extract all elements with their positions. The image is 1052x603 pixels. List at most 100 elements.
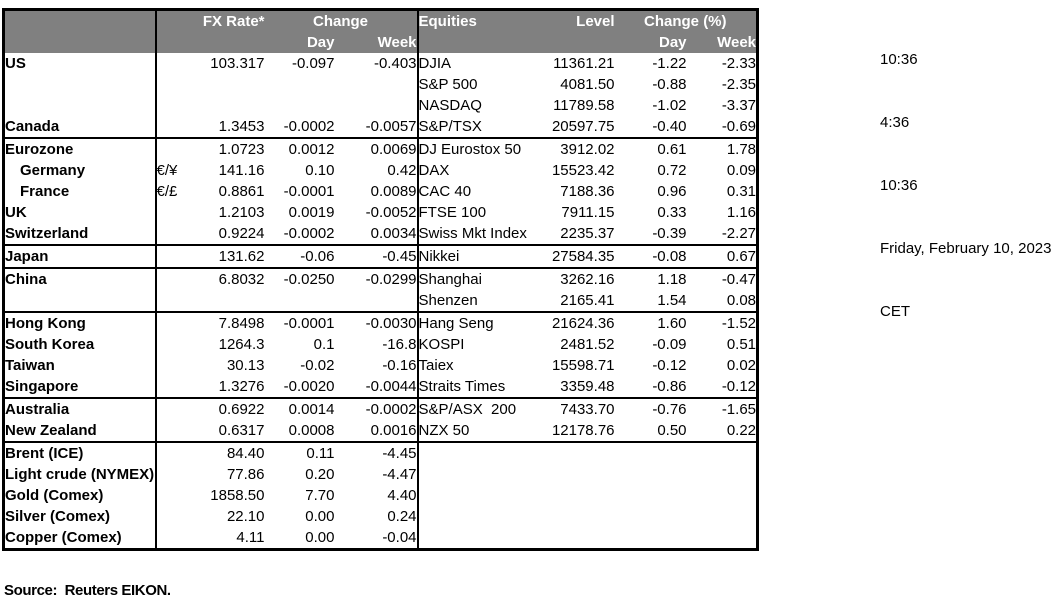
equity-change-day-value: -1.22 [652,55,687,72]
equity-change-week-value: 0.31 [726,183,757,200]
fx-change-day-value [265,95,335,116]
equity-change-day-value: -0.09 [652,336,687,353]
table-row: Germany €/¥ 141.16 0.10 0.42 DAX 15523.4… [4,160,758,181]
fx-change-day-value: 0.0012 [288,141,335,158]
fx-change-week-value: 0.42 [387,162,417,179]
table-row: Silver (Comex) 22.10 0.00 0.24 [4,506,758,527]
header-empty-cell [3,32,156,53]
row-label [3,290,156,313]
table-row: South Korea 1264.3 0.1 -16.8 KOSPI 2481.… [4,334,758,355]
equity-level-value: 21624.36 [551,315,615,332]
currency-pair-label [154,268,185,290]
fx-change-day-value: -0.0001 [283,315,335,332]
equity-change-week-value: -3.37 [721,97,757,114]
equity-level-value: 11789.58 [553,97,615,114]
footnotes: Source: Reuters EIKON. * FX Rate for USD… [4,541,728,603]
equity-change-day-value: 0.61 [657,141,687,158]
fx-change-day-value: -0.0002 [264,223,335,246]
fx-change-day-value: 7.70 [305,487,335,504]
fx-change-day-value: -0.097 [291,55,335,72]
fx-change-week-value: -4.45 [382,445,417,462]
table-row: Singapore 1.3276 -0.0020 -0.0044 Straits… [3,376,758,399]
fx-change-week-value: -16.8 [382,336,417,353]
equity-level-value: 4081.50 [560,76,615,93]
fx-change-day-value: -0.02 [300,357,335,374]
currency-pair-label [154,527,185,550]
fx-week-column-header: Week [334,32,418,53]
fx-rate-value: 77.86 [226,466,265,483]
equity-change-week-value: -0.69 [686,116,758,139]
fx-change-day-value: 0.00 [305,508,335,525]
row-label: UK [5,204,27,221]
equity-level-value: 7911.15 [561,204,615,221]
fx-rate-value: 0.8861 [218,183,265,200]
table-header-row-2: Day Week Day Week [3,32,758,53]
table-header-row-1: FX Rate* Change Equities Level Change (%… [3,9,758,32]
fx-rate-value: 131.62 [184,245,265,269]
equity-index-name: NASDAQ [416,95,534,116]
equity-level-value: 27584.35 [533,245,615,269]
row-label: New Zealand [3,420,156,443]
equity-index-name: Hang Seng [416,312,534,334]
equity-change-day-value [615,485,687,506]
fx-change-week-value: -0.04 [382,529,417,546]
equity-level-value: 15523.42 [551,162,615,179]
equity-index-name: Taiex [416,355,534,376]
table-row: Switzerland 0.9224 -0.0002 0.0034 Swiss … [3,223,758,246]
equity-index-name [416,485,534,506]
equity-change-day-value: -0.39 [614,223,687,246]
equity-index-name: Nikkei [416,245,534,269]
fx-change-week-value: 0.0016 [334,420,418,443]
equity-index-name: NZX 50 [416,420,534,443]
level-column-header: Level [533,9,615,32]
equity-level-value: 20597.75 [533,116,615,139]
equity-level-value: 12178.76 [533,420,615,443]
equity-change-week-value: 1.16 [726,204,757,221]
table-row: Brent (ICE) 84.40 0.11 -4.45 [4,442,758,464]
equity-index-name: Straits Times [416,376,534,399]
row-label [4,95,156,116]
equity-level-value: 11361.21 [553,55,615,72]
row-label: US [5,55,26,72]
table-row: Copper (Comex) 4.11 0.00 -0.04 [4,527,758,550]
fx-change-day-value [264,290,335,313]
equity-change-day-value [615,464,687,485]
fx-change-day-value: -0.0001 [283,183,335,200]
timestamp-line: 10:36 [880,51,918,68]
equity-change-day-value: -0.08 [614,245,687,269]
equity-change-week-value: 0.09 [726,162,757,179]
row-label: Japan [3,245,156,269]
row-label: Copper (Comex) [5,529,122,546]
currency-pair-label [154,420,185,443]
fx-rate-value: 103.317 [210,55,265,72]
equity-level-value: 7188.36 [560,183,615,200]
fx-rate-value: 84.40 [226,445,265,462]
equity-change-week-value: -2.35 [721,76,757,93]
fx-rate-value: 1264.3 [218,336,265,353]
fx-rate-value: 1.2103 [218,204,265,221]
equity-level-value [534,506,615,527]
row-label: Light crude (NYMEX) [5,466,155,483]
equity-change-day-value: -1.02 [652,97,687,114]
fx-rate-value [185,95,265,116]
fx-rate-value [185,74,265,95]
table-row: Gold (Comex) 1858.50 7.70 4.40 [4,485,758,506]
header-empty-cell [416,32,534,53]
fx-change-day-value: 0.1 [313,336,335,353]
fx-change-day-value: 0.20 [305,466,335,483]
equities-change-column-header: Change (%) [614,9,758,32]
equity-change-day-value: -0.88 [652,76,687,93]
equity-index-name: KOSPI [416,334,534,355]
fx-change-week-value: 0.0089 [370,183,417,200]
equities-day-column-header: Day [614,32,687,53]
currency-pair-label [154,202,185,223]
fx-change-week-value: -0.0030 [365,315,417,332]
currency-pair-label [154,442,185,464]
equity-level-value: 2481.52 [560,336,615,353]
equity-change-day-value: 0.50 [614,420,687,443]
equities-column-header: Equities [416,9,534,32]
equity-change-week-value: 0.67 [686,245,758,269]
equity-index-name: S&P/TSX [416,116,534,139]
fx-change-week-value [334,290,418,313]
equity-change-week-value [687,485,758,506]
